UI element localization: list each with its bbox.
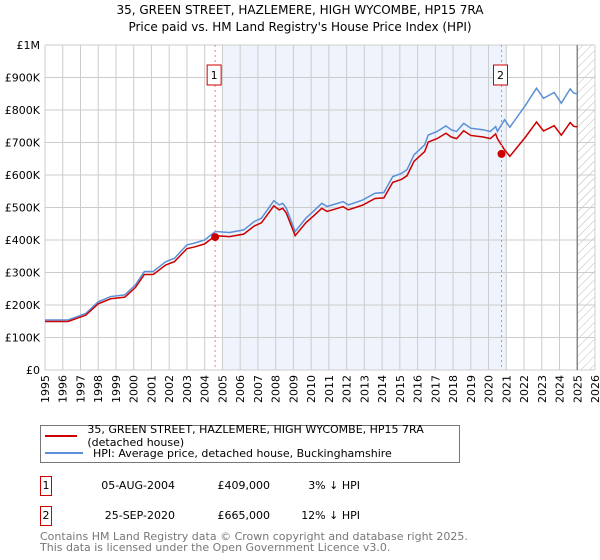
sale-number: 1 xyxy=(40,476,52,496)
x-tick-label: 2000 xyxy=(128,375,141,403)
y-tick-label: £900K xyxy=(5,72,41,85)
y-tick-label: £800K xyxy=(5,104,41,117)
x-tick-label: 1996 xyxy=(57,375,70,403)
legend-hpi-label: HPI: Average price, detached house, Buck… xyxy=(93,446,392,460)
x-tick-label: 2011 xyxy=(323,375,336,403)
x-tick-label: 2025 xyxy=(571,375,584,403)
x-tick-label: 2018 xyxy=(447,375,460,403)
x-tick-label: 2010 xyxy=(305,375,318,403)
x-tick-label: 2012 xyxy=(341,375,354,403)
sale-point xyxy=(497,149,506,158)
sale-price: £665,000 xyxy=(217,509,271,522)
sale-date: 05-AUG-2004 xyxy=(101,479,175,492)
x-tick-label: 2024 xyxy=(554,375,567,403)
x-tick-label: 2014 xyxy=(376,375,389,403)
sale-label: 1 xyxy=(211,69,218,82)
x-tick-label: 2001 xyxy=(145,375,158,403)
y-tick-label: £1M xyxy=(17,39,41,52)
y-tick-label: £700K xyxy=(5,137,41,150)
x-tick-label: 2013 xyxy=(358,375,371,403)
y-tick-label: £0 xyxy=(26,364,40,377)
x-tick-label: 2022 xyxy=(518,375,531,403)
x-tick-label: 2016 xyxy=(412,375,425,403)
sale-hpi-diff: 3% ↓ HPI xyxy=(308,479,360,492)
property-price-line xyxy=(45,120,578,323)
sale-price: £409,000 xyxy=(217,479,271,492)
y-tick-label: £600K xyxy=(5,169,41,182)
x-tick-label: 2019 xyxy=(465,375,478,403)
legend: 35, GREEN STREET, HAZLEMERE, HIGH WYCOMB… xyxy=(40,423,460,463)
legend-hpi-swatch xyxy=(45,452,83,454)
x-tick-label: 2015 xyxy=(394,375,407,403)
x-tick-label: 1995 xyxy=(39,375,52,403)
x-tick-label: 2021 xyxy=(500,375,513,403)
y-tick-label: £500K xyxy=(5,202,41,215)
sale-number: 2 xyxy=(40,506,52,526)
x-tick-label: 2005 xyxy=(216,375,229,403)
hpi-line xyxy=(45,86,578,321)
sale-date: 25-SEP-2020 xyxy=(104,509,175,522)
chart-title: 35, GREEN STREET, HAZLEMERE, HIGH WYCOMB… xyxy=(116,3,484,17)
x-tick-label: 2002 xyxy=(163,375,176,403)
x-tick-label: 2026 xyxy=(589,375,600,403)
x-tick-label: 2004 xyxy=(199,375,212,403)
x-tick-label: 2003 xyxy=(181,375,194,403)
y-tick-label: £200K xyxy=(5,299,41,312)
x-tick-label: 2023 xyxy=(536,375,549,403)
price-chart: 1995 1996 1997 1998 1999 2000 2001 2002 2003 2004… xyxy=(5,39,600,403)
legend-property-swatch xyxy=(45,435,78,437)
x-tick-label: 2009 xyxy=(287,375,300,403)
y-tick-label: £100K xyxy=(5,332,41,345)
x-tick-label: 2020 xyxy=(483,375,496,403)
footer-licence: This data is licensed under the Open Gov… xyxy=(40,541,391,554)
sale-point xyxy=(211,233,220,242)
chart-subtitle: Price paid vs. HM Land Registry's House … xyxy=(128,20,472,34)
x-tick-label: 2006 xyxy=(234,375,247,403)
legend-property-label: 35, GREEN STREET, HAZLEMERE, HIGH WYCOMB… xyxy=(87,423,424,449)
footer-copyright: Contains HM Land Registry data © Crown c… xyxy=(40,530,468,543)
x-tick-label: 2007 xyxy=(252,375,265,403)
x-tick-label: 1998 xyxy=(92,375,105,403)
sale-label-box xyxy=(493,64,508,86)
x-tick-label: 1997 xyxy=(74,375,87,403)
sale-label-box xyxy=(206,64,222,86)
y-tick-label: £400K xyxy=(5,234,41,247)
sale-hpi-diff: 12% ↓ HPI xyxy=(301,509,360,522)
sale-label: 2 xyxy=(497,69,504,82)
sale-row-2: 2 25-SEP-2020 £665,000 12% ↓ HPI xyxy=(40,506,460,528)
x-tick-label: 2017 xyxy=(429,375,442,403)
x-tick-label: 1999 xyxy=(110,375,123,403)
y-tick-label: £300K xyxy=(5,267,41,280)
x-tick-label: 2008 xyxy=(270,375,283,403)
sale-row-1: 1 05-AUG-2004 £409,000 3% ↓ HPI xyxy=(40,476,460,498)
